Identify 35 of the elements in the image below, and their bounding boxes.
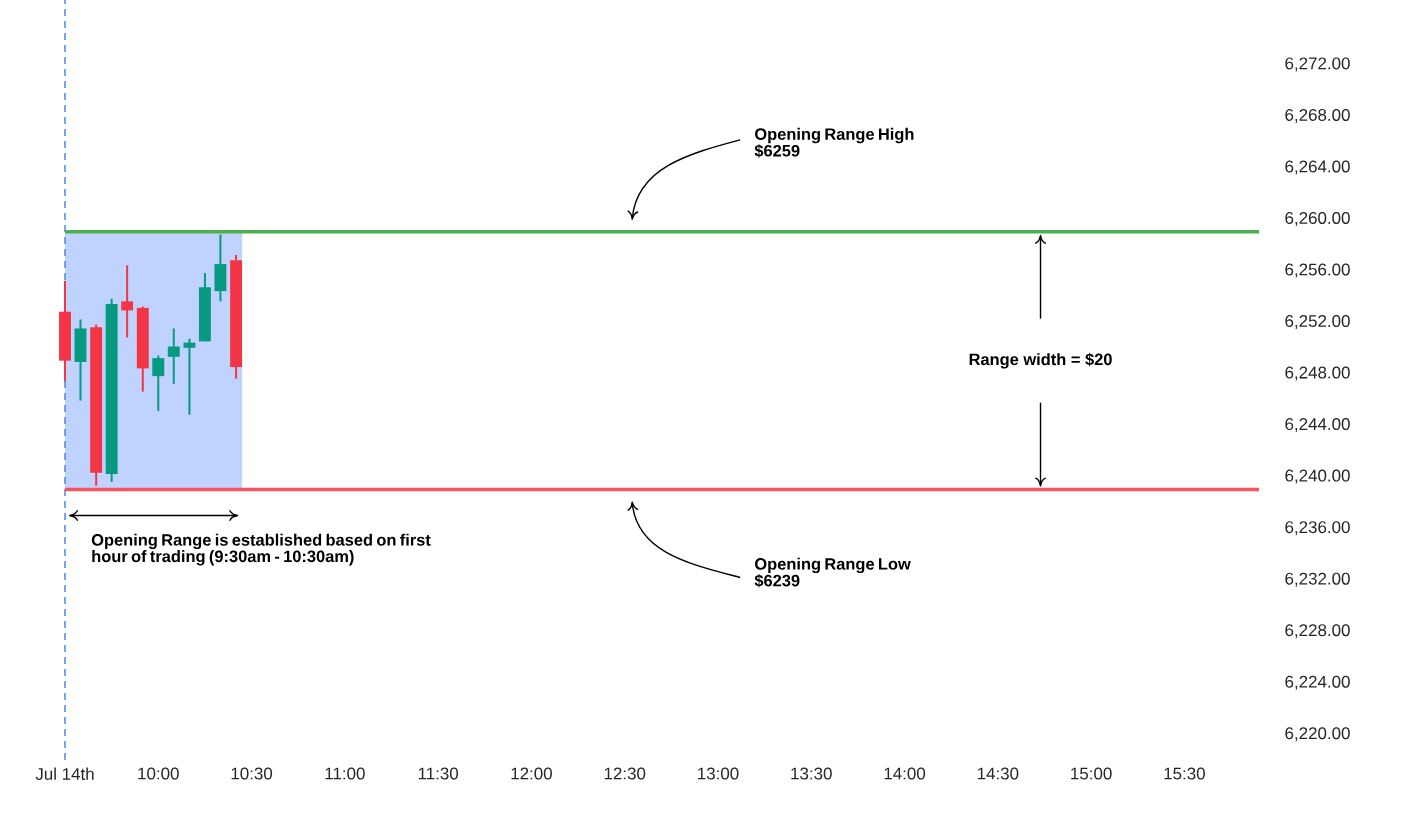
x-tick-label: 15:00	[1071, 767, 1112, 780]
annotation: Range width = $20	[969, 352, 1112, 369]
y-tick-label: 6,256.00	[1285, 263, 1350, 278]
y-tick-label: 6,240.00	[1285, 469, 1350, 484]
x-tick-label: 10:00	[138, 767, 179, 780]
y-tick-label: 6,272.00	[1285, 57, 1350, 72]
x-tick-label: Jul 14th	[35, 767, 94, 780]
annotation: Opening Range High $6259	[754, 127, 914, 158]
y-tick-label: 6,236.00	[1285, 521, 1350, 536]
annotation: Opening Range is established based on first hour of trading (9:30am - 10:30am)	[91, 533, 431, 566]
y-tick-label: 6,228.00	[1285, 624, 1350, 639]
y-tick-label: 6,264.00	[1285, 160, 1350, 175]
annotation: Opening Range Low $6239	[754, 557, 911, 588]
y-tick-label: 6,220.00	[1285, 727, 1350, 742]
candlestick	[183, 337, 196, 416]
y-tick-label: 6,244.00	[1285, 418, 1350, 433]
x-tick-label: 12:30	[604, 767, 646, 780]
x-tick-label: 13:00	[698, 767, 739, 780]
x-tick-label: 10:30	[231, 767, 273, 780]
y-tick-label: 6,268.00	[1285, 108, 1350, 123]
x-tick-label: 11:30	[418, 767, 459, 780]
x-tick-label: 13:30	[791, 767, 832, 780]
candlestick	[167, 327, 180, 385]
y-tick-label: 6,232.00	[1285, 572, 1350, 587]
x-tick-label: 15:30	[1164, 767, 1205, 780]
x-tick-label: 11:00	[325, 767, 365, 780]
y-tick-label: 6,252.00	[1285, 315, 1350, 330]
candlestick	[152, 354, 165, 412]
x-tick-label: 14:00	[884, 767, 926, 780]
x-tick-label: 14:30	[977, 767, 1019, 780]
y-tick-label: 6,248.00	[1285, 366, 1350, 381]
x-tick-label: 12:00	[511, 767, 552, 780]
y-tick-label: 6,260.00	[1285, 211, 1350, 226]
candlestick	[121, 264, 134, 339]
y-tick-label: 6,224.00	[1285, 675, 1350, 690]
